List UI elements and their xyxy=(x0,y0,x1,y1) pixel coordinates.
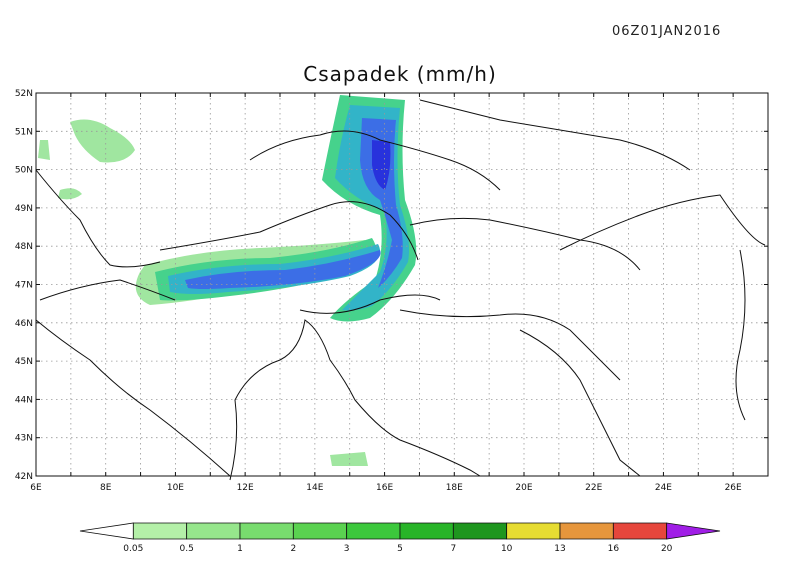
border-serbia xyxy=(519,329,641,477)
longitude-labels: 6E 8E 10E 12E 14E 16E 18E 20E 22E 24E 26E xyxy=(30,483,742,493)
lon-label: 6E xyxy=(30,483,42,493)
border-germany-france xyxy=(35,169,161,268)
lat-label: 47N xyxy=(15,281,33,291)
lon-label: 18E xyxy=(446,483,463,493)
precipitation-field xyxy=(38,95,417,466)
lon-label: 14E xyxy=(306,483,323,493)
colorbar-level: 2 xyxy=(290,544,296,554)
lat-label: 51N xyxy=(15,127,33,137)
colorbar-segment xyxy=(399,522,454,540)
boundaries xyxy=(35,99,766,481)
colorbar-level: 0.05 xyxy=(123,544,143,554)
border-hungary-south xyxy=(399,309,621,381)
colorbar-segment xyxy=(292,522,348,540)
colorbar-segment xyxy=(132,522,188,540)
precip-patch-light xyxy=(58,188,82,200)
lat-label: 52N xyxy=(15,89,33,99)
colorbar-level: 20 xyxy=(661,544,673,554)
colorbar-level: 1 xyxy=(237,544,243,554)
colorbar xyxy=(79,522,721,540)
coastline-black-sea xyxy=(735,249,746,421)
border-austria-north xyxy=(159,201,419,261)
lat-label: 43N xyxy=(15,434,33,444)
lon-label: 10E xyxy=(167,483,184,493)
colorbar-level: 7 xyxy=(450,544,456,554)
border-switzerland xyxy=(39,279,176,301)
lon-label: 16E xyxy=(376,483,393,493)
colorbar-segment xyxy=(79,522,134,540)
map-title: Csapadek (mm/h) xyxy=(303,62,497,86)
lat-label: 48N xyxy=(15,242,33,252)
colorbar-segment xyxy=(612,522,668,540)
colorbar-level: 0.5 xyxy=(180,544,194,554)
lat-label: 50N xyxy=(15,166,33,176)
colorbar-segment xyxy=(346,522,401,540)
colorbar-level: 3 xyxy=(344,544,350,554)
colorbar-segment xyxy=(186,522,241,540)
lon-label: 22E xyxy=(585,483,602,493)
precip-patch-light xyxy=(330,452,368,466)
lon-label: 26E xyxy=(725,483,742,493)
border-slovakia xyxy=(409,217,641,271)
coastline-italy-west xyxy=(35,319,231,477)
lon-label: 12E xyxy=(237,483,254,493)
border-czech xyxy=(249,130,501,191)
border-romania xyxy=(559,194,766,251)
lon-label: 24E xyxy=(655,483,672,493)
lat-label: 44N xyxy=(15,395,33,405)
lon-label: 20E xyxy=(515,483,532,493)
lon-label: 8E xyxy=(100,483,112,493)
border-slovenia-croatia xyxy=(299,294,441,314)
colorbar-segment xyxy=(506,522,561,540)
grid-lines xyxy=(36,93,768,476)
colorbar-segment xyxy=(239,522,294,540)
colorbar-level: 10 xyxy=(501,544,513,554)
coastline-adriatic xyxy=(229,319,481,481)
precip-band-blue xyxy=(185,250,381,289)
border-poland-north xyxy=(419,99,691,171)
lat-label: 49N xyxy=(15,204,33,214)
colorbar-level: 5 xyxy=(397,544,403,554)
lat-label: 45N xyxy=(15,357,33,367)
precip-band-blue xyxy=(360,118,403,288)
lat-label: 46N xyxy=(15,319,33,329)
colorbar-segment xyxy=(666,522,721,540)
precip-core-deep xyxy=(372,140,391,190)
lat-label: 42N xyxy=(15,472,33,482)
colorbar-segment xyxy=(559,522,614,540)
colorbar-level: 16 xyxy=(608,544,620,554)
colorbar-labels: 0.05 0.5 1 2 3 5 7 10 13 16 20 xyxy=(123,544,672,554)
axis-ticks xyxy=(36,93,768,476)
latitude-labels: 52N 51N 50N 49N 48N 47N 46N 45N 44N 43N 42N xyxy=(15,89,33,482)
colorbar-level: 13 xyxy=(554,544,565,554)
colorbar-segment xyxy=(452,522,508,540)
timestamp: 06Z01JAN2016 xyxy=(612,24,722,39)
precip-patch-light xyxy=(38,140,50,160)
precip-patch-light xyxy=(70,119,135,163)
